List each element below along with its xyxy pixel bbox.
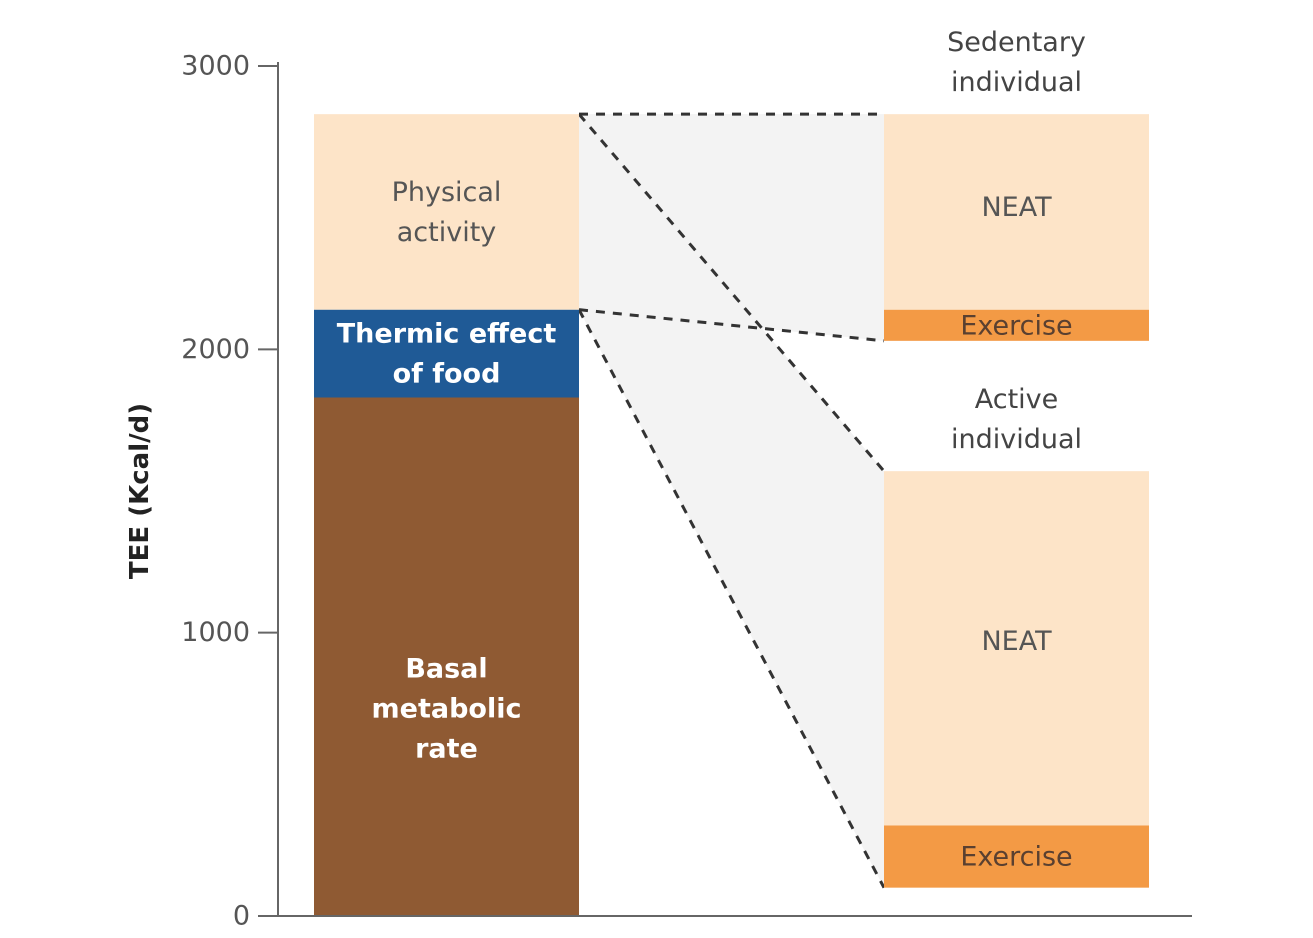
labels-layer: Basal metabolic rate Thermic effect of food P… <box>337 27 1086 872</box>
main-bar-label-0-line-2: rate <box>415 733 478 764</box>
main-bar-label-1-line-1: of food <box>393 358 501 389</box>
breakdown-0-label-1: NEAT <box>981 192 1052 223</box>
main-bar-label-1-line-0: Thermic effect <box>337 318 557 349</box>
breakdown-title-0-line-0: Sedentary <box>947 27 1086 58</box>
breakdown-0-label-0-line-0: Exercise <box>960 310 1072 341</box>
y-tick-label-3: 3000 <box>181 51 250 82</box>
main-bar-label-2-line-0: Physical <box>392 176 502 207</box>
breakdown-1-label-0-line-0: Exercise <box>960 841 1072 872</box>
connector-bottom-line-0 <box>578 308 885 343</box>
breakdown-1-label-0: Exercise <box>960 841 1072 872</box>
breakdown-0-segment-1 <box>884 114 1149 310</box>
main-bar-label-0: Basal metabolic rate <box>372 653 522 764</box>
breakdown-1-segment-0 <box>884 825 1149 888</box>
main-bar-segment-1 <box>314 309 579 398</box>
breakdown-1-segment-1 <box>884 471 1149 826</box>
connector-top-line-1 <box>577 113 886 473</box>
y-tick-label-2: 2000 <box>181 334 250 365</box>
axes-layer: 0 1000 2000 3000 <box>181 51 1192 932</box>
main-bar-label-1: Thermic effect of food <box>337 318 557 389</box>
main-bar-label-0-line-0: Basal <box>405 653 487 684</box>
breakdown-title-1-line-0: Active <box>975 384 1059 415</box>
connector-layer <box>577 112 886 889</box>
breakdown-0-label-1-line-0: NEAT <box>981 192 1052 223</box>
breakdown-title-0-line-1: individual <box>951 67 1082 98</box>
connector-bottom-line-1 <box>577 308 886 889</box>
y-tick-label-1: 1000 <box>181 617 250 648</box>
connector-shade-1 <box>579 114 884 888</box>
main-bar-label-2: Physical activity <box>392 176 502 247</box>
breakdown-0-segment-0 <box>884 309 1149 341</box>
main-bar-segment-0 <box>314 397 579 916</box>
main-bar-label-0-line-1: metabolic <box>372 693 522 724</box>
bars-layer <box>314 114 1149 916</box>
breakdown-title-1: Active individual <box>951 384 1082 455</box>
breakdown-1-label-1-line-0: NEAT <box>981 626 1052 657</box>
main-bar-label-2-line-1: activity <box>397 216 497 247</box>
breakdown-title-1-line-1: individual <box>951 424 1082 455</box>
main-bar-segment-2 <box>314 114 579 310</box>
breakdown-1-label-1: NEAT <box>981 626 1052 657</box>
y-tick-label-0: 0 <box>233 901 250 932</box>
breakdown-title-0: Sedentary individual <box>947 27 1086 98</box>
y-axis-label: TEE (Kcal/d) <box>125 403 155 579</box>
breakdown-0-label-0: Exercise <box>960 310 1072 341</box>
